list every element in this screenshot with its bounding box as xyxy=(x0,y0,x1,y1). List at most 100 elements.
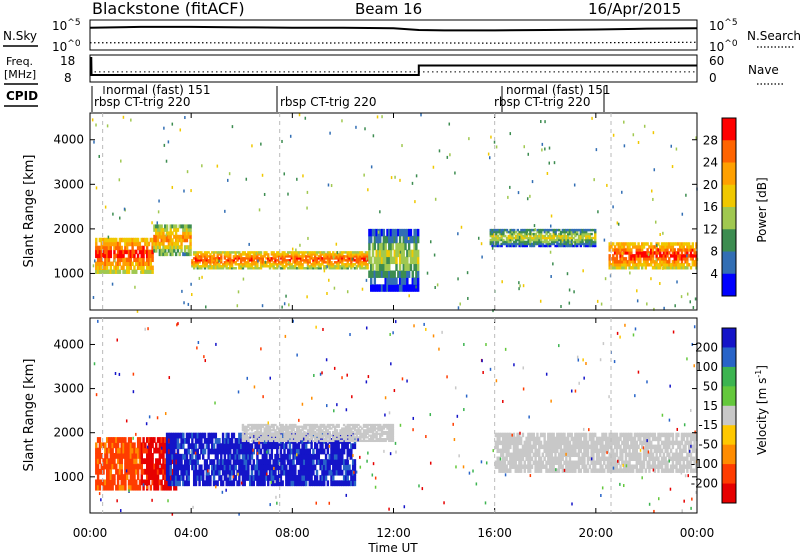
velocity-cell xyxy=(583,464,586,469)
power-cell xyxy=(277,265,281,268)
velocity-cell xyxy=(538,468,541,473)
power-cell xyxy=(236,263,239,266)
power-cell xyxy=(238,253,241,256)
power-cell xyxy=(225,265,228,268)
power-cell xyxy=(630,260,633,264)
velocity-cell xyxy=(153,474,156,480)
power-scatter-point xyxy=(695,136,697,140)
power-scatter-point xyxy=(140,270,142,274)
power-cell xyxy=(491,244,494,248)
velocity-cell xyxy=(592,460,595,465)
power-cell xyxy=(155,248,158,253)
power-cell xyxy=(304,261,308,264)
power-cell xyxy=(633,254,637,258)
power-cell xyxy=(552,228,556,232)
velocity-cell xyxy=(129,474,133,480)
power-cell xyxy=(105,253,109,259)
velocity-cell xyxy=(194,475,198,481)
power-cell xyxy=(301,267,304,270)
power-cell xyxy=(540,232,543,236)
velocity-cell xyxy=(583,452,586,458)
velocity-cell xyxy=(259,438,263,441)
power-cell xyxy=(370,270,373,278)
velocity-cell xyxy=(131,442,134,449)
power-cell xyxy=(227,267,230,270)
power-cell xyxy=(523,242,527,246)
velocity-cell xyxy=(525,448,528,454)
velocity-cell xyxy=(319,475,322,481)
power-cell xyxy=(391,256,395,265)
velocity-cell xyxy=(277,443,281,450)
freq-tick-bottom: 8 xyxy=(64,71,72,85)
power-cell xyxy=(680,266,684,270)
power-cell xyxy=(570,228,574,232)
power-cell xyxy=(371,242,375,251)
velocity-cell xyxy=(116,474,120,480)
velocity-cell xyxy=(324,438,328,441)
power-cell xyxy=(104,249,107,255)
velocity-cell xyxy=(96,474,100,480)
power-cell xyxy=(388,256,391,265)
power-cell xyxy=(100,261,103,267)
velocity-cell xyxy=(156,468,160,475)
power-cell xyxy=(677,242,680,246)
velocity-cell xyxy=(182,480,185,487)
power-cell xyxy=(493,236,496,240)
power-cell xyxy=(650,260,653,264)
power-cell xyxy=(342,255,346,258)
power-cell xyxy=(105,245,109,251)
velocity-cell xyxy=(575,432,579,438)
velocity-cell xyxy=(359,439,362,443)
power-cell xyxy=(507,242,511,246)
power-cell xyxy=(413,284,416,292)
velocity-cell xyxy=(180,459,183,465)
velocity-cell xyxy=(270,432,274,435)
velocity-cell xyxy=(133,474,136,480)
velocity-cell xyxy=(323,432,326,435)
power-cell xyxy=(621,242,624,246)
velocity-cell xyxy=(510,460,514,465)
velocity-cell xyxy=(169,432,172,439)
power-scatter-point xyxy=(370,165,373,169)
velocity-cell xyxy=(243,429,246,432)
velocity-cell xyxy=(229,464,232,471)
velocity-cell xyxy=(205,469,209,476)
power-cell xyxy=(642,251,646,255)
power-cell xyxy=(409,263,413,271)
power-cell xyxy=(295,253,299,256)
power-scatter-point xyxy=(187,302,190,306)
power-cell xyxy=(406,263,409,271)
velocity-cell xyxy=(612,432,615,438)
velocity-cell xyxy=(142,458,145,465)
velocity-cell xyxy=(346,469,349,476)
velocity-cell xyxy=(348,480,351,487)
velocity-cell xyxy=(200,443,203,450)
velocity-cell xyxy=(256,423,259,427)
velocity-cell xyxy=(286,430,290,434)
power-cell xyxy=(686,263,689,267)
power-cell xyxy=(583,232,586,236)
power-scatter-point xyxy=(432,165,435,169)
velocity-cell xyxy=(624,444,628,450)
power-cell xyxy=(314,265,317,268)
velocity-cell xyxy=(319,480,322,487)
power-cell xyxy=(364,265,368,268)
velocity-cell xyxy=(267,480,270,487)
power-cell xyxy=(220,261,223,264)
power-cell xyxy=(285,253,288,256)
velocity-cell xyxy=(371,427,375,430)
velocity-cell xyxy=(315,434,319,437)
power-cell xyxy=(308,257,311,260)
power-cell xyxy=(675,242,678,246)
velocity-cell xyxy=(518,432,521,438)
velocity-cell xyxy=(353,432,357,435)
velocity-cell xyxy=(267,429,270,432)
velocity-cell xyxy=(140,442,143,449)
power-cell xyxy=(637,263,640,267)
velocity-cell xyxy=(247,439,250,443)
power-cell xyxy=(565,228,568,232)
power-cell xyxy=(225,267,228,270)
velocity-cell xyxy=(295,430,299,434)
power-cell xyxy=(290,265,293,268)
power-cell xyxy=(686,242,689,246)
